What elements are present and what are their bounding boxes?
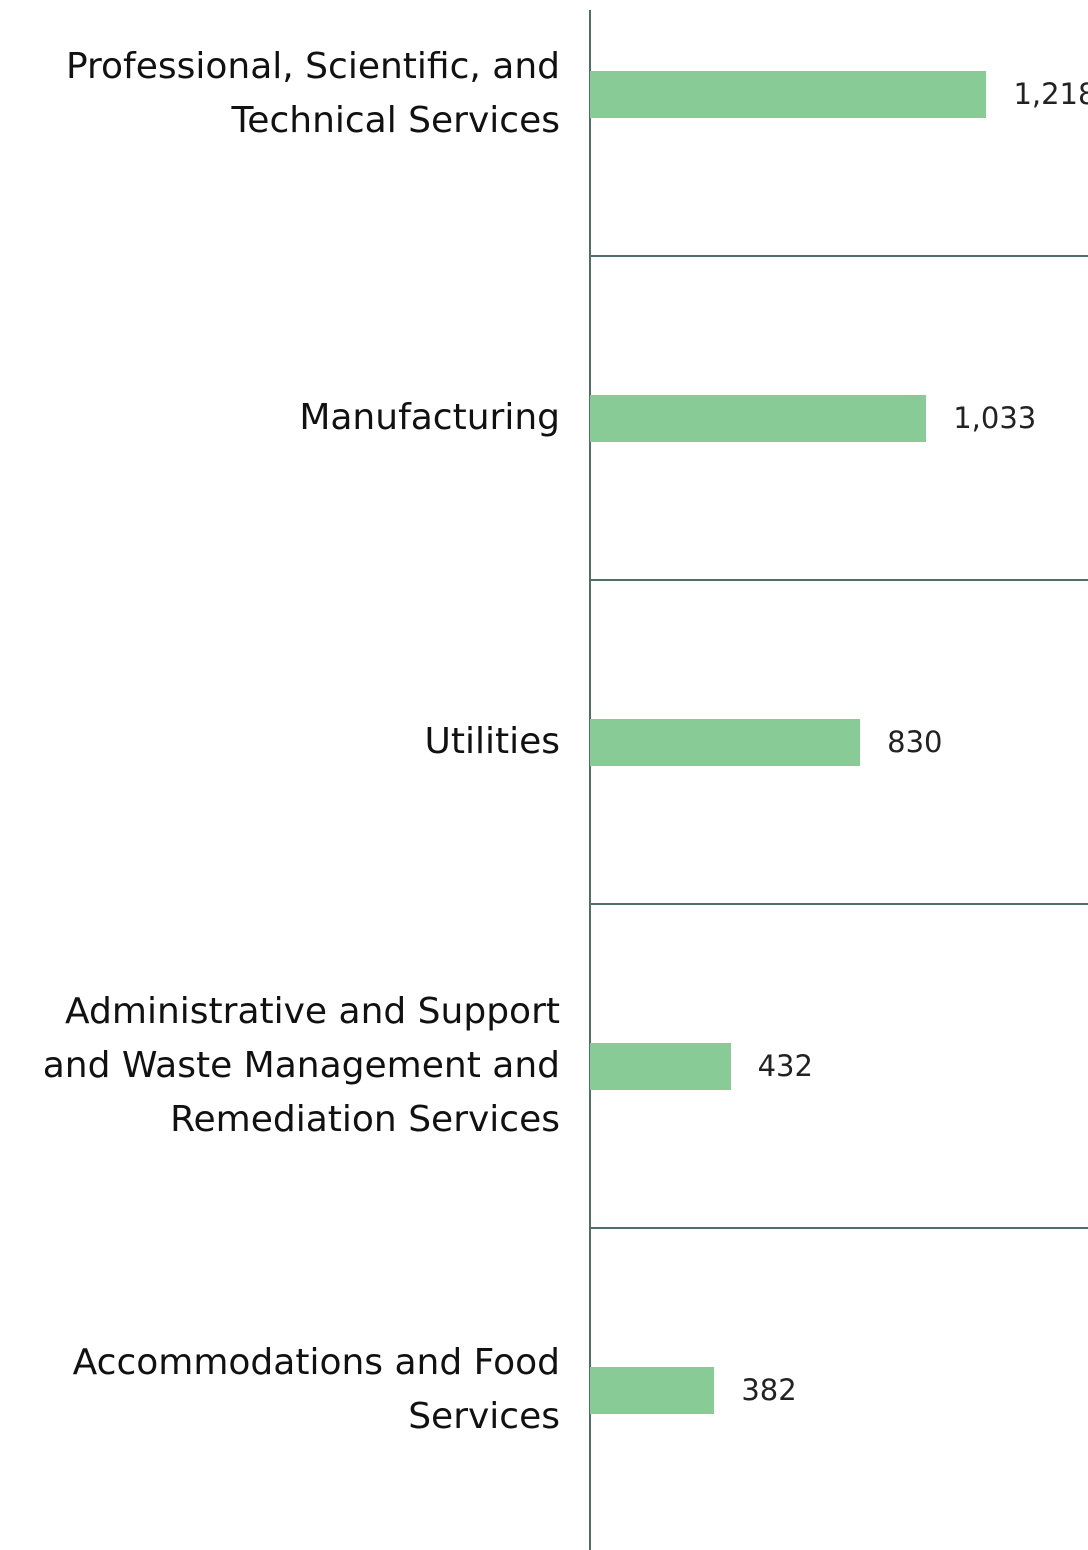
bar [590, 70, 987, 118]
value-label: 432 [757, 1049, 813, 1083]
row-separator [590, 579, 1088, 581]
row-separator [590, 903, 1088, 905]
value-label: 1,218 [1013, 77, 1088, 111]
category-label: Professional, Scientific, and Technical … [65, 46, 560, 141]
value-label: 382 [741, 1373, 797, 1407]
bar [590, 1366, 715, 1414]
value-label: 1,033 [953, 401, 1037, 435]
category-axis [589, 10, 591, 1550]
category-label: Manufacturing [299, 397, 560, 438]
category-label: Utilities [424, 721, 561, 762]
row-separator [590, 255, 1088, 257]
bar [590, 394, 927, 442]
bar [590, 718, 861, 766]
bar [590, 1042, 731, 1090]
value-label: 830 [887, 725, 943, 759]
category-label: Administrative and Support and Waste Man… [42, 991, 560, 1140]
row-separator [590, 1227, 1088, 1229]
category-label: Accommodations and Food Services [72, 1342, 560, 1437]
